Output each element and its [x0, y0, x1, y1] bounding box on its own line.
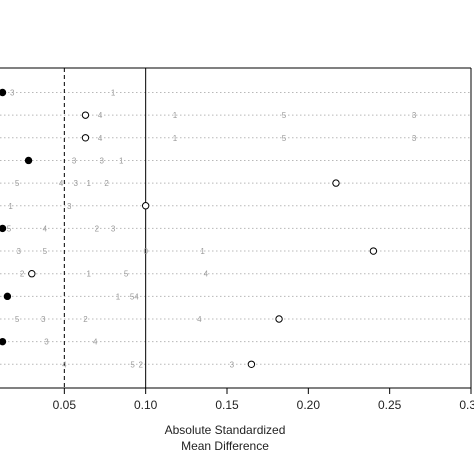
row-digit-label: 4 — [62, 360, 67, 369]
row-digit-label: 5 — [15, 179, 20, 188]
point-open — [81, 111, 90, 119]
row-digit-label: 5 — [124, 270, 129, 279]
point-filled — [0, 224, 7, 233]
row-digit-label: 5 — [43, 247, 48, 256]
row-digit-label: 1 — [87, 270, 92, 279]
row-digit-label: 3 — [72, 156, 77, 165]
row-digit-label: 5 — [7, 224, 12, 233]
row-digit-label: 1 — [200, 247, 205, 256]
row-digit-label: 5 — [130, 360, 135, 369]
x-tick-label: 0.05 — [53, 398, 77, 412]
row-digit-label: 3 — [67, 202, 72, 211]
row-digit-label: 4 — [98, 134, 103, 143]
row-digit-label: 0 — [143, 247, 148, 256]
row-digit-label: 2 — [104, 179, 109, 188]
row-digit-label: 4 — [204, 270, 209, 279]
x-tick-label: 0.20 — [297, 398, 321, 412]
point-open — [247, 360, 256, 368]
row-digit-label: 2 — [139, 360, 144, 369]
row-digit-label: 2 — [20, 270, 25, 279]
row-digit-label: 2 — [95, 224, 100, 233]
row-digit-label: 4 — [98, 111, 103, 120]
point-filled — [0, 337, 7, 346]
x-tick-label: 0.15 — [215, 398, 239, 412]
point-filled — [3, 292, 12, 301]
x-axis-title-line: Absolute Standardized — [165, 423, 286, 437]
x-tick-label: 0.30 — [459, 398, 474, 412]
row-digit-label: 3 — [44, 338, 49, 347]
point-open — [332, 179, 340, 187]
point-open — [275, 315, 283, 323]
row-digit-label: 3 — [100, 156, 105, 165]
x-tick-label: 0.25 — [378, 398, 402, 412]
point-open — [28, 270, 36, 278]
row-digit-label: 3 — [412, 134, 417, 143]
row-digit-label: 4 — [197, 315, 202, 324]
point-filled — [24, 156, 33, 165]
point-open — [81, 134, 90, 142]
row-digit-label: 3 — [230, 360, 235, 369]
row-digit-label: 1 — [119, 156, 124, 165]
row-digit-label: 5 — [15, 315, 20, 324]
row-digit-label: 1 — [116, 292, 121, 301]
x-axis-title-line: Mean Difference — [181, 439, 269, 453]
x-tick-label: 0.10 — [134, 398, 158, 412]
point-open — [141, 202, 150, 210]
row-digit-label: 3 — [41, 315, 46, 324]
row-digit-label: 5 — [282, 134, 287, 143]
row-digit-label: 3 — [412, 111, 417, 120]
row-digit-label: 4 — [93, 338, 98, 347]
row-digit-label: 1 — [173, 111, 178, 120]
row-digit-label: 2 — [83, 315, 88, 324]
row-digit-label: 1 — [8, 202, 13, 211]
row-digit-label: 1 — [111, 89, 116, 98]
row-digit-label: 4 — [59, 179, 64, 188]
row-digit-label: 3 — [111, 224, 116, 233]
point-filled — [0, 88, 7, 97]
row-digit-label: 3 — [17, 247, 22, 256]
row-digit-label: 54 — [130, 292, 139, 301]
row-digit-label: 3 — [73, 179, 78, 188]
point-open — [369, 247, 378, 255]
plot-area: 5431415341532331543121354233501321541545… — [0, 68, 471, 388]
row-digit-label: 1 — [87, 179, 92, 188]
row-digit-label: 3 — [10, 89, 15, 98]
row-digit-label: 1 — [173, 134, 178, 143]
row-digit-label: 4 — [43, 224, 48, 233]
row-digit-label: 5 — [282, 111, 287, 120]
